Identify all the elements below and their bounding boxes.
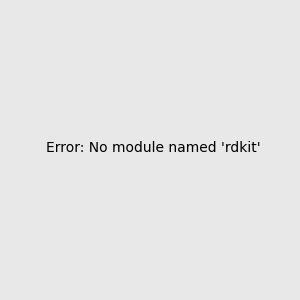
Text: Error: No module named 'rdkit': Error: No module named 'rdkit' xyxy=(46,140,261,154)
